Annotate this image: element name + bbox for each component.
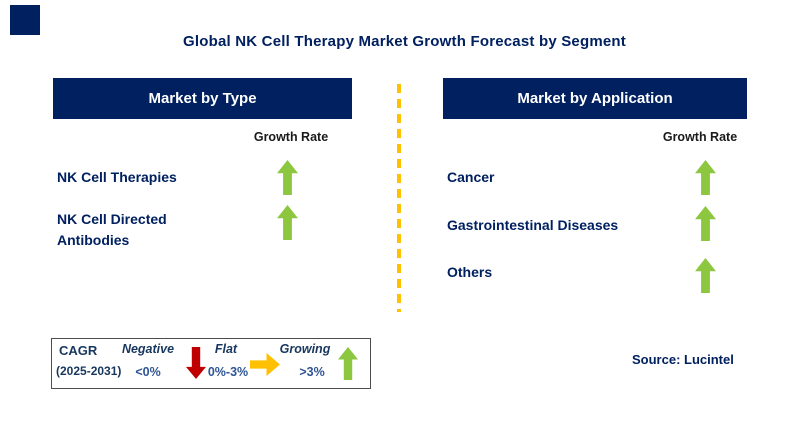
growth-up-arrow-icon bbox=[695, 206, 716, 241]
legend-cagr-title: CAGR bbox=[59, 343, 98, 358]
legend-range-flat: 0%-3% bbox=[207, 365, 249, 379]
segment-label-nk-cell-therapies: NK Cell Therapies bbox=[57, 169, 177, 185]
legend-label-flat: Flat bbox=[214, 342, 238, 356]
segment-label-gastrointestinal-diseases: Gastrointestinal Diseases bbox=[447, 217, 619, 233]
segment-label-cancer: Cancer bbox=[447, 169, 495, 185]
dashed-divider bbox=[397, 84, 401, 312]
legend-range-growing: >3% bbox=[299, 365, 325, 379]
growth-rate-column-label-type: Growth Rate bbox=[253, 130, 329, 144]
growth-up-arrow-icon bbox=[695, 258, 716, 293]
growth-rate-column-label-application: Growth Rate bbox=[662, 130, 738, 144]
corner-mark bbox=[10, 5, 40, 35]
legend-cagr-period: (2025-2031) bbox=[56, 364, 122, 378]
panel-header-market-by-application: Market by Application bbox=[443, 78, 747, 119]
panel-header-market-by-type: Market by Type bbox=[53, 78, 352, 119]
segment-label-others: Others bbox=[447, 264, 493, 280]
growth-up-arrow-icon bbox=[277, 160, 298, 195]
page-title: Global NK Cell Therapy Market Growth For… bbox=[183, 33, 626, 50]
growth-up-arrow-icon bbox=[695, 160, 716, 195]
legend-label-negative: Negative bbox=[121, 342, 175, 356]
segment-label-nk-cell-directed-antibodies: NK Cell Directed Antibodies bbox=[57, 211, 167, 248]
legend-range-negative: <0% bbox=[135, 365, 161, 379]
growth-up-arrow-icon bbox=[277, 205, 298, 240]
cagr-legend: CAGR (2025-2031) Negative <0% Flat 0%-3%… bbox=[51, 338, 371, 389]
source-attribution: Source: Lucintel bbox=[632, 352, 734, 367]
legend-label-growing: Growing bbox=[279, 342, 331, 356]
